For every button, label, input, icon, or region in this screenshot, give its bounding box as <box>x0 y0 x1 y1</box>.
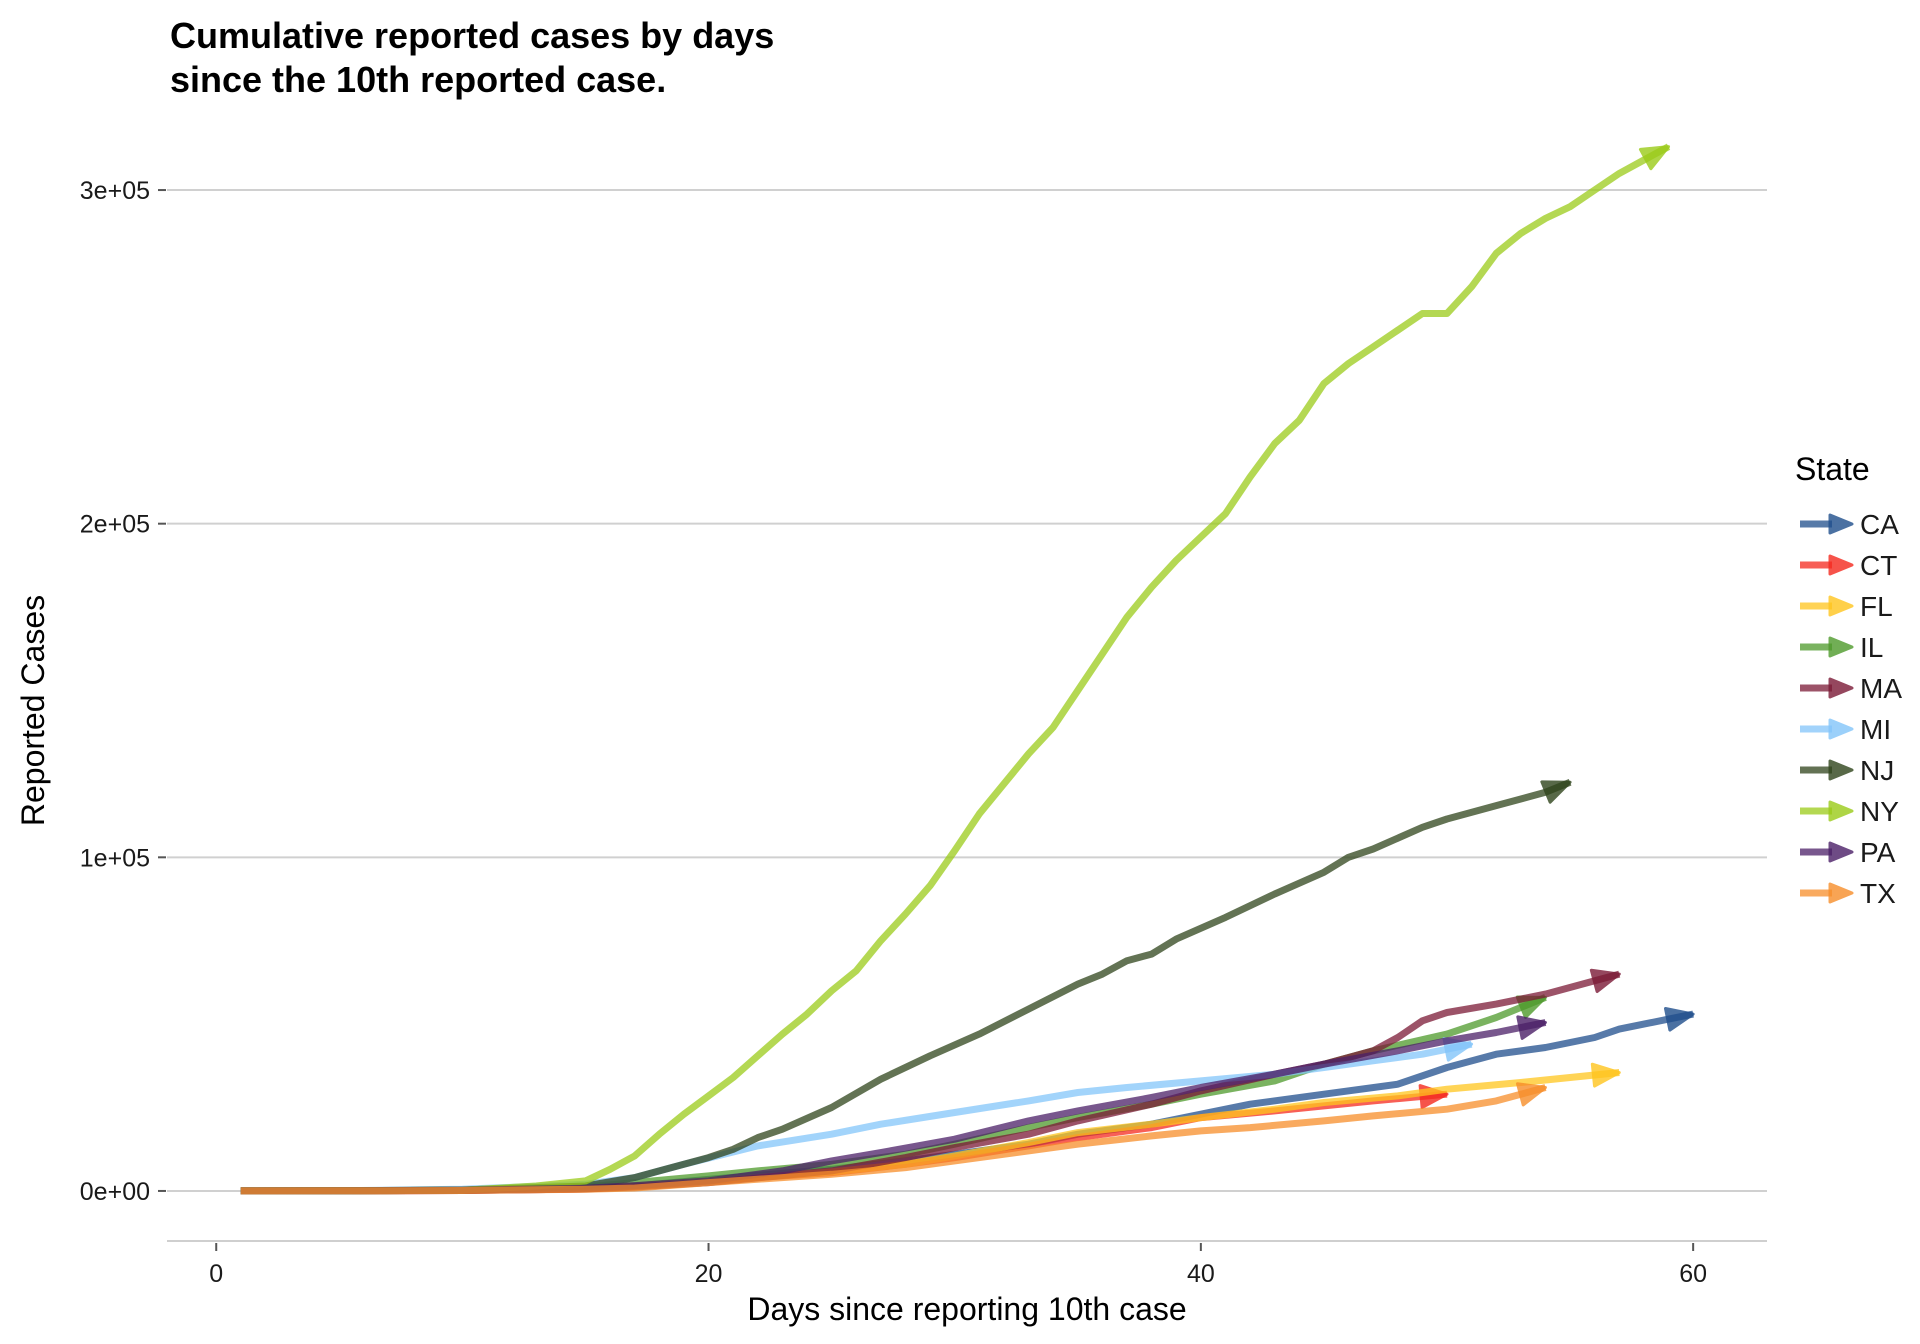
legend-label: PA <box>1860 837 1896 868</box>
x-axis-title: Days since reporting 10th case <box>747 1291 1186 1327</box>
legend-label: NJ <box>1860 755 1894 786</box>
legend-label: MI <box>1860 714 1891 745</box>
x-axis-ticks: 0 20 40 60 <box>209 1243 1707 1288</box>
series-arrow-nj <box>1540 780 1572 804</box>
y-tick-label: 1e+05 <box>80 844 150 872</box>
legend-item-il: IL <box>1800 632 1883 663</box>
legend-item-ma: MA <box>1800 673 1902 704</box>
gridlines <box>167 189 1767 1192</box>
y-tick-label: 3e+05 <box>80 177 150 205</box>
legend-label: CT <box>1860 550 1897 581</box>
legend-key-arrow <box>1828 800 1854 822</box>
x-tick-label: 0 <box>209 1260 223 1288</box>
series-arrow-ny <box>1638 145 1671 171</box>
chart-title: Cumulative reported cases by days since … <box>170 15 784 100</box>
legend-key-arrow <box>1828 718 1854 740</box>
legend-key-arrow <box>1828 841 1854 863</box>
series-arrow-tx <box>1515 1082 1547 1107</box>
legend-label: FL <box>1860 591 1893 622</box>
legend-item-nj: NJ <box>1800 755 1894 786</box>
y-axis-title: Reported Cases <box>15 595 51 826</box>
legend-key-arrow <box>1828 554 1854 576</box>
legend-label: MA <box>1860 673 1902 704</box>
legend-key-arrow <box>1828 513 1854 535</box>
series-arrow-ma <box>1589 968 1621 994</box>
series-line-nj <box>240 779 1572 1195</box>
legend-item-mi: MI <box>1800 714 1891 745</box>
legend-title: State <box>1795 451 1870 487</box>
series-fl <box>240 1062 1621 1195</box>
x-tick-label: 20 <box>695 1260 723 1288</box>
series-arrow-ca <box>1663 1007 1695 1032</box>
legend-item-ca: CA <box>1800 509 1899 540</box>
series-line-tx <box>240 1084 1547 1195</box>
legend-label: CA <box>1860 509 1899 540</box>
legend-item-fl: FL <box>1800 591 1893 622</box>
legend-key-arrow <box>1828 882 1854 904</box>
series-arrow-pa <box>1516 1015 1547 1040</box>
x-tick-label: 60 <box>1679 1260 1707 1288</box>
legend-key-arrow <box>1828 636 1854 658</box>
legend-label: IL <box>1860 632 1883 663</box>
chart-title-line-2: since the 10th reported case. <box>170 59 666 100</box>
legend-item-ny: NY <box>1800 796 1899 827</box>
series-line-fl <box>240 1069 1620 1195</box>
legend-label: TX <box>1860 878 1896 909</box>
y-tick-label: 0e+00 <box>80 1178 150 1206</box>
series-lines <box>240 143 1695 1195</box>
y-axis-ticks: 0e+00 1e+05 2e+05 3e+05 <box>80 177 166 1206</box>
legend-item-tx: TX <box>1800 878 1896 909</box>
series-ny <box>240 143 1671 1195</box>
legend-item-ct: CT <box>1800 550 1897 581</box>
series-tx <box>240 1082 1547 1195</box>
series-nj <box>240 779 1572 1195</box>
y-tick-label: 2e+05 <box>80 511 150 539</box>
series-arrow-fl <box>1590 1062 1621 1088</box>
legend-item-pa: PA <box>1800 837 1896 868</box>
legend-key-arrow <box>1828 677 1854 699</box>
x-tick-label: 40 <box>1187 1260 1215 1288</box>
legend-key-arrow <box>1828 759 1854 781</box>
legend-key-arrow <box>1828 595 1854 617</box>
legend-label: NY <box>1860 796 1899 827</box>
chart-title-line-1: Cumulative reported cases by days <box>170 15 774 56</box>
series-line-ny <box>240 143 1671 1195</box>
legend: State CA CT FL IL MA MI NJ NY PA TX <box>1795 451 1902 909</box>
